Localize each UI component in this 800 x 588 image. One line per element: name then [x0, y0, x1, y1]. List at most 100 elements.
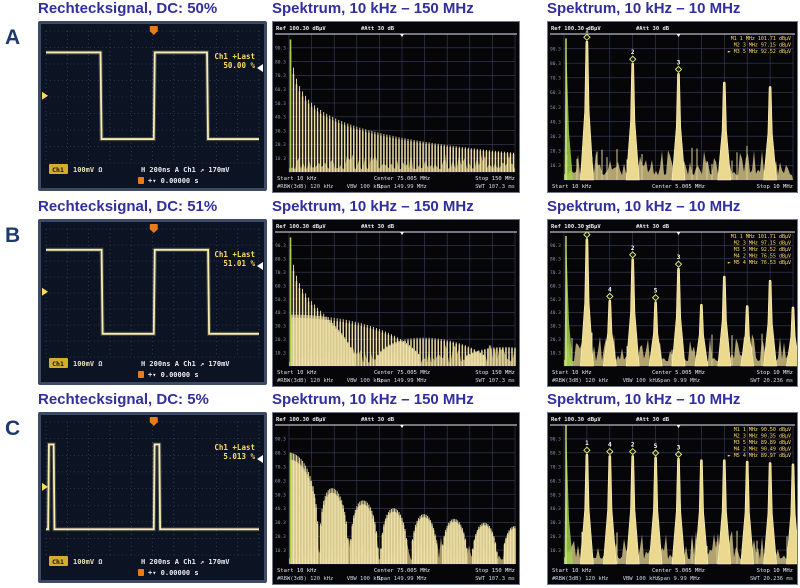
svg-text:60.3: 60.3: [550, 283, 561, 289]
panel-c-scope: Ch1 +Last 5.013 % Ch1 100mV Ω H 200ns A Ch1 …: [38, 412, 267, 583]
svg-text:Center 75.005 MHz: Center 75.005 MHz: [374, 568, 430, 574]
svg-text:M3 5 MHz 89.89 dBµV: M3 5 MHz 89.89 dBµV: [734, 440, 791, 446]
svg-text:Ref 100.30 dBµV: Ref 100.30 dBµV: [276, 26, 326, 32]
svg-text:20.3: 20.3: [550, 149, 561, 155]
svg-text:Stop 10 MHz: Stop 10 MHz: [757, 568, 793, 574]
svg-text:3: 3: [677, 444, 681, 451]
svg-text:10.3: 10.3: [275, 350, 286, 356]
svg-text:4: 4: [608, 286, 612, 293]
svg-text:20.3: 20.3: [275, 337, 286, 343]
svg-text:Ch1 +Last: Ch1 +Last: [214, 443, 255, 452]
svg-text:VBW 100 kHz: VBW 100 kHz: [347, 184, 383, 190]
svg-text:100mV Ω: 100mV Ω: [73, 558, 103, 566]
svg-text:20.3: 20.3: [275, 142, 286, 148]
title-c-scope: Rechtecksignal, DC: 5%: [38, 391, 209, 408]
svg-text:Ch1 +Last: Ch1 +Last: [214, 52, 255, 61]
svg-text:70.3: 70.3: [275, 73, 286, 79]
svg-text:Start 10 kHz: Start 10 kHz: [277, 370, 317, 376]
svg-text:#RBW(3dB) 120 kHz: #RBW(3dB) 120 kHz: [552, 378, 608, 384]
svg-text:VBW 100 kHz: VBW 100 kHz: [623, 378, 659, 384]
svg-text:Stop 10 MHz: Stop 10 MHz: [757, 184, 793, 190]
spectrum-c-wide-canvas: 90.3 80.3 70.3 60.3 50.3 40.3 30.3 20.3 10.3 Ref …: [273, 413, 519, 584]
svg-text:Span 149.99 MHz: Span 149.99 MHz: [377, 378, 427, 384]
svg-text:Start 10 kHz: Start 10 kHz: [552, 568, 592, 574]
svg-text:1: 1: [585, 440, 589, 447]
svg-text:10.3: 10.3: [275, 156, 286, 162]
panel-a-wide: 90.3 80.3 70.3 60.3 50.3 40.3 30.3 20.3 10.3 Ref …: [272, 21, 520, 193]
svg-text:5: 5: [654, 443, 658, 450]
svg-text:SWT 107.3 ms: SWT 107.3 ms: [475, 378, 515, 384]
svg-text:+▾ 0.00000 s: +▾ 0.00000 s: [148, 371, 199, 379]
svg-text:► M3 5 MHz 92.52 dBµV: ► M3 5 MHz 92.52 dBµV: [728, 49, 791, 55]
svg-text:20.3: 20.3: [275, 534, 286, 540]
svg-text:30.3: 30.3: [550, 324, 561, 330]
svg-text:Span 149.99 MHz: Span 149.99 MHz: [377, 576, 427, 582]
svg-text:Ch1: Ch1: [52, 360, 64, 368]
title-c-wide: Spektrum, 10 kHz – 150 MHz: [272, 391, 474, 408]
svg-text:VBW 100 kHz: VBW 100 kHz: [347, 378, 383, 384]
svg-text:#Att 30 dB: #Att 30 dB: [636, 26, 670, 32]
svg-text:70.3: 70.3: [550, 465, 561, 471]
svg-text:30.3: 30.3: [275, 128, 286, 134]
svg-text:M2 3 MHz 97.15 dBµV: M2 3 MHz 97.15 dBµV: [734, 241, 791, 247]
svg-text:#RBW(3dB) 120 kHz: #RBW(3dB) 120 kHz: [277, 184, 333, 190]
spectrum-b-wide-canvas: 90.3 80.3 70.3 60.3 50.3 40.3 30.3 20.3 10.3 Ref …: [273, 220, 519, 386]
svg-text:H 200ns A Ch1 ↗ 170mV: H 200ns A Ch1 ↗ 170mV: [141, 360, 230, 368]
svg-text:Ch1: Ch1: [52, 558, 64, 566]
svg-text:80.3: 80.3: [550, 451, 561, 457]
svg-text:2: 2: [631, 442, 635, 449]
svg-text:Start 10 kHz: Start 10 kHz: [277, 568, 317, 574]
title-b-scope: Rechtecksignal, DC: 51%: [38, 198, 218, 215]
svg-text:4: 4: [608, 442, 612, 449]
svg-text:Start 10 kHz: Start 10 kHz: [552, 370, 592, 376]
svg-text:M3 5 MHz 92.52 dBµV: M3 5 MHz 92.52 dBµV: [734, 247, 791, 253]
svg-text:30.3: 30.3: [275, 324, 286, 330]
panel-b-wide: 90.3 80.3 70.3 60.3 50.3 40.3 30.3 20.3 10.3 Ref …: [272, 219, 520, 387]
svg-text:90.3: 90.3: [550, 46, 561, 52]
svg-text:90.3: 90.3: [275, 243, 286, 249]
row-label-b: B: [5, 224, 21, 247]
panel-b-scope: Ch1 +Last 51.01 % Ch1 100mV Ω H 200ns A Ch1 …: [38, 219, 267, 385]
svg-text:M2 3 MHz 90.35 dBµV: M2 3 MHz 90.35 dBµV: [734, 434, 791, 440]
svg-text:► M5 4 MHz 89.97 dBµV: ► M5 4 MHz 89.97 dBµV: [728, 453, 791, 459]
svg-text:#RBW(3dB) 120 kHz: #RBW(3dB) 120 kHz: [277, 378, 333, 384]
svg-text:60.3: 60.3: [550, 90, 561, 96]
svg-text:100mV Ω: 100mV Ω: [73, 166, 103, 174]
svg-text:60.3: 60.3: [275, 87, 286, 93]
svg-text:M1 1 MHz 90.50 dBµV: M1 1 MHz 90.50 dBµV: [734, 427, 791, 433]
spectrum-a-narrow-canvas: 90.3 80.3 70.3 60.3 50.3 40.3 30.3 20.3 10.3 Ref …: [548, 22, 797, 192]
panel-c-narrow: 90.3 80.3 70.3 60.3 50.3 40.3 30.3 20.3 10.3 Ref …: [547, 412, 798, 585]
title-c-narrow: Spektrum, 10 kHz – 10 MHz: [547, 391, 741, 408]
svg-text:20.3: 20.3: [550, 534, 561, 540]
svg-text:M1 1 MHz 101.71 dBµV: M1 1 MHz 101.71 dBµV: [731, 234, 791, 240]
svg-text:5.013 %: 5.013 %: [223, 452, 255, 461]
svg-text:40.3: 40.3: [275, 506, 286, 512]
svg-text:Ref 100.30 dBµV: Ref 100.30 dBµV: [276, 417, 326, 423]
svg-text:51.01 %: 51.01 %: [223, 259, 255, 268]
svg-text:Center 5.005 MHz: Center 5.005 MHz: [652, 184, 705, 190]
svg-text:2: 2: [631, 245, 635, 252]
svg-text:H 200ns A Ch1 ↗ 170mV: H 200ns A Ch1 ↗ 170mV: [141, 558, 230, 566]
svg-text:60.3: 60.3: [550, 478, 561, 484]
svg-text:+▾ 0.00000 s: +▾ 0.00000 s: [148, 177, 199, 185]
svg-text:70.3: 70.3: [275, 270, 286, 276]
svg-text:80.3: 80.3: [275, 257, 286, 263]
panel-a-narrow: 90.3 80.3 70.3 60.3 50.3 40.3 30.3 20.3 10.3 Ref …: [547, 21, 798, 193]
svg-text:40.3: 40.3: [550, 310, 561, 316]
svg-text:#Att 30 dB: #Att 30 dB: [361, 26, 395, 32]
svg-text:30.3: 30.3: [550, 134, 561, 140]
svg-text:Span 9.99 MHz: Span 9.99 MHz: [657, 378, 700, 384]
svg-text:Center 75.005 MHz: Center 75.005 MHz: [374, 176, 430, 182]
svg-text:Stop 150 MHz: Stop 150 MHz: [475, 568, 515, 574]
panel-c-wide: 90.3 80.3 70.3 60.3 50.3 40.3 30.3 20.3 10.3 Ref …: [272, 412, 520, 585]
svg-text:SWT 107.3 ms: SWT 107.3 ms: [475, 184, 515, 190]
svg-text:3: 3: [677, 59, 681, 66]
svg-text:SWT 20.236 ms: SWT 20.236 ms: [750, 378, 793, 384]
svg-text:90.3: 90.3: [275, 46, 286, 52]
title-a-scope: Rechtecksignal, DC: 50%: [38, 0, 218, 17]
svg-text:3: 3: [677, 254, 681, 261]
title-b-wide: Spektrum, 10 kHz – 150 MHz: [272, 198, 474, 215]
